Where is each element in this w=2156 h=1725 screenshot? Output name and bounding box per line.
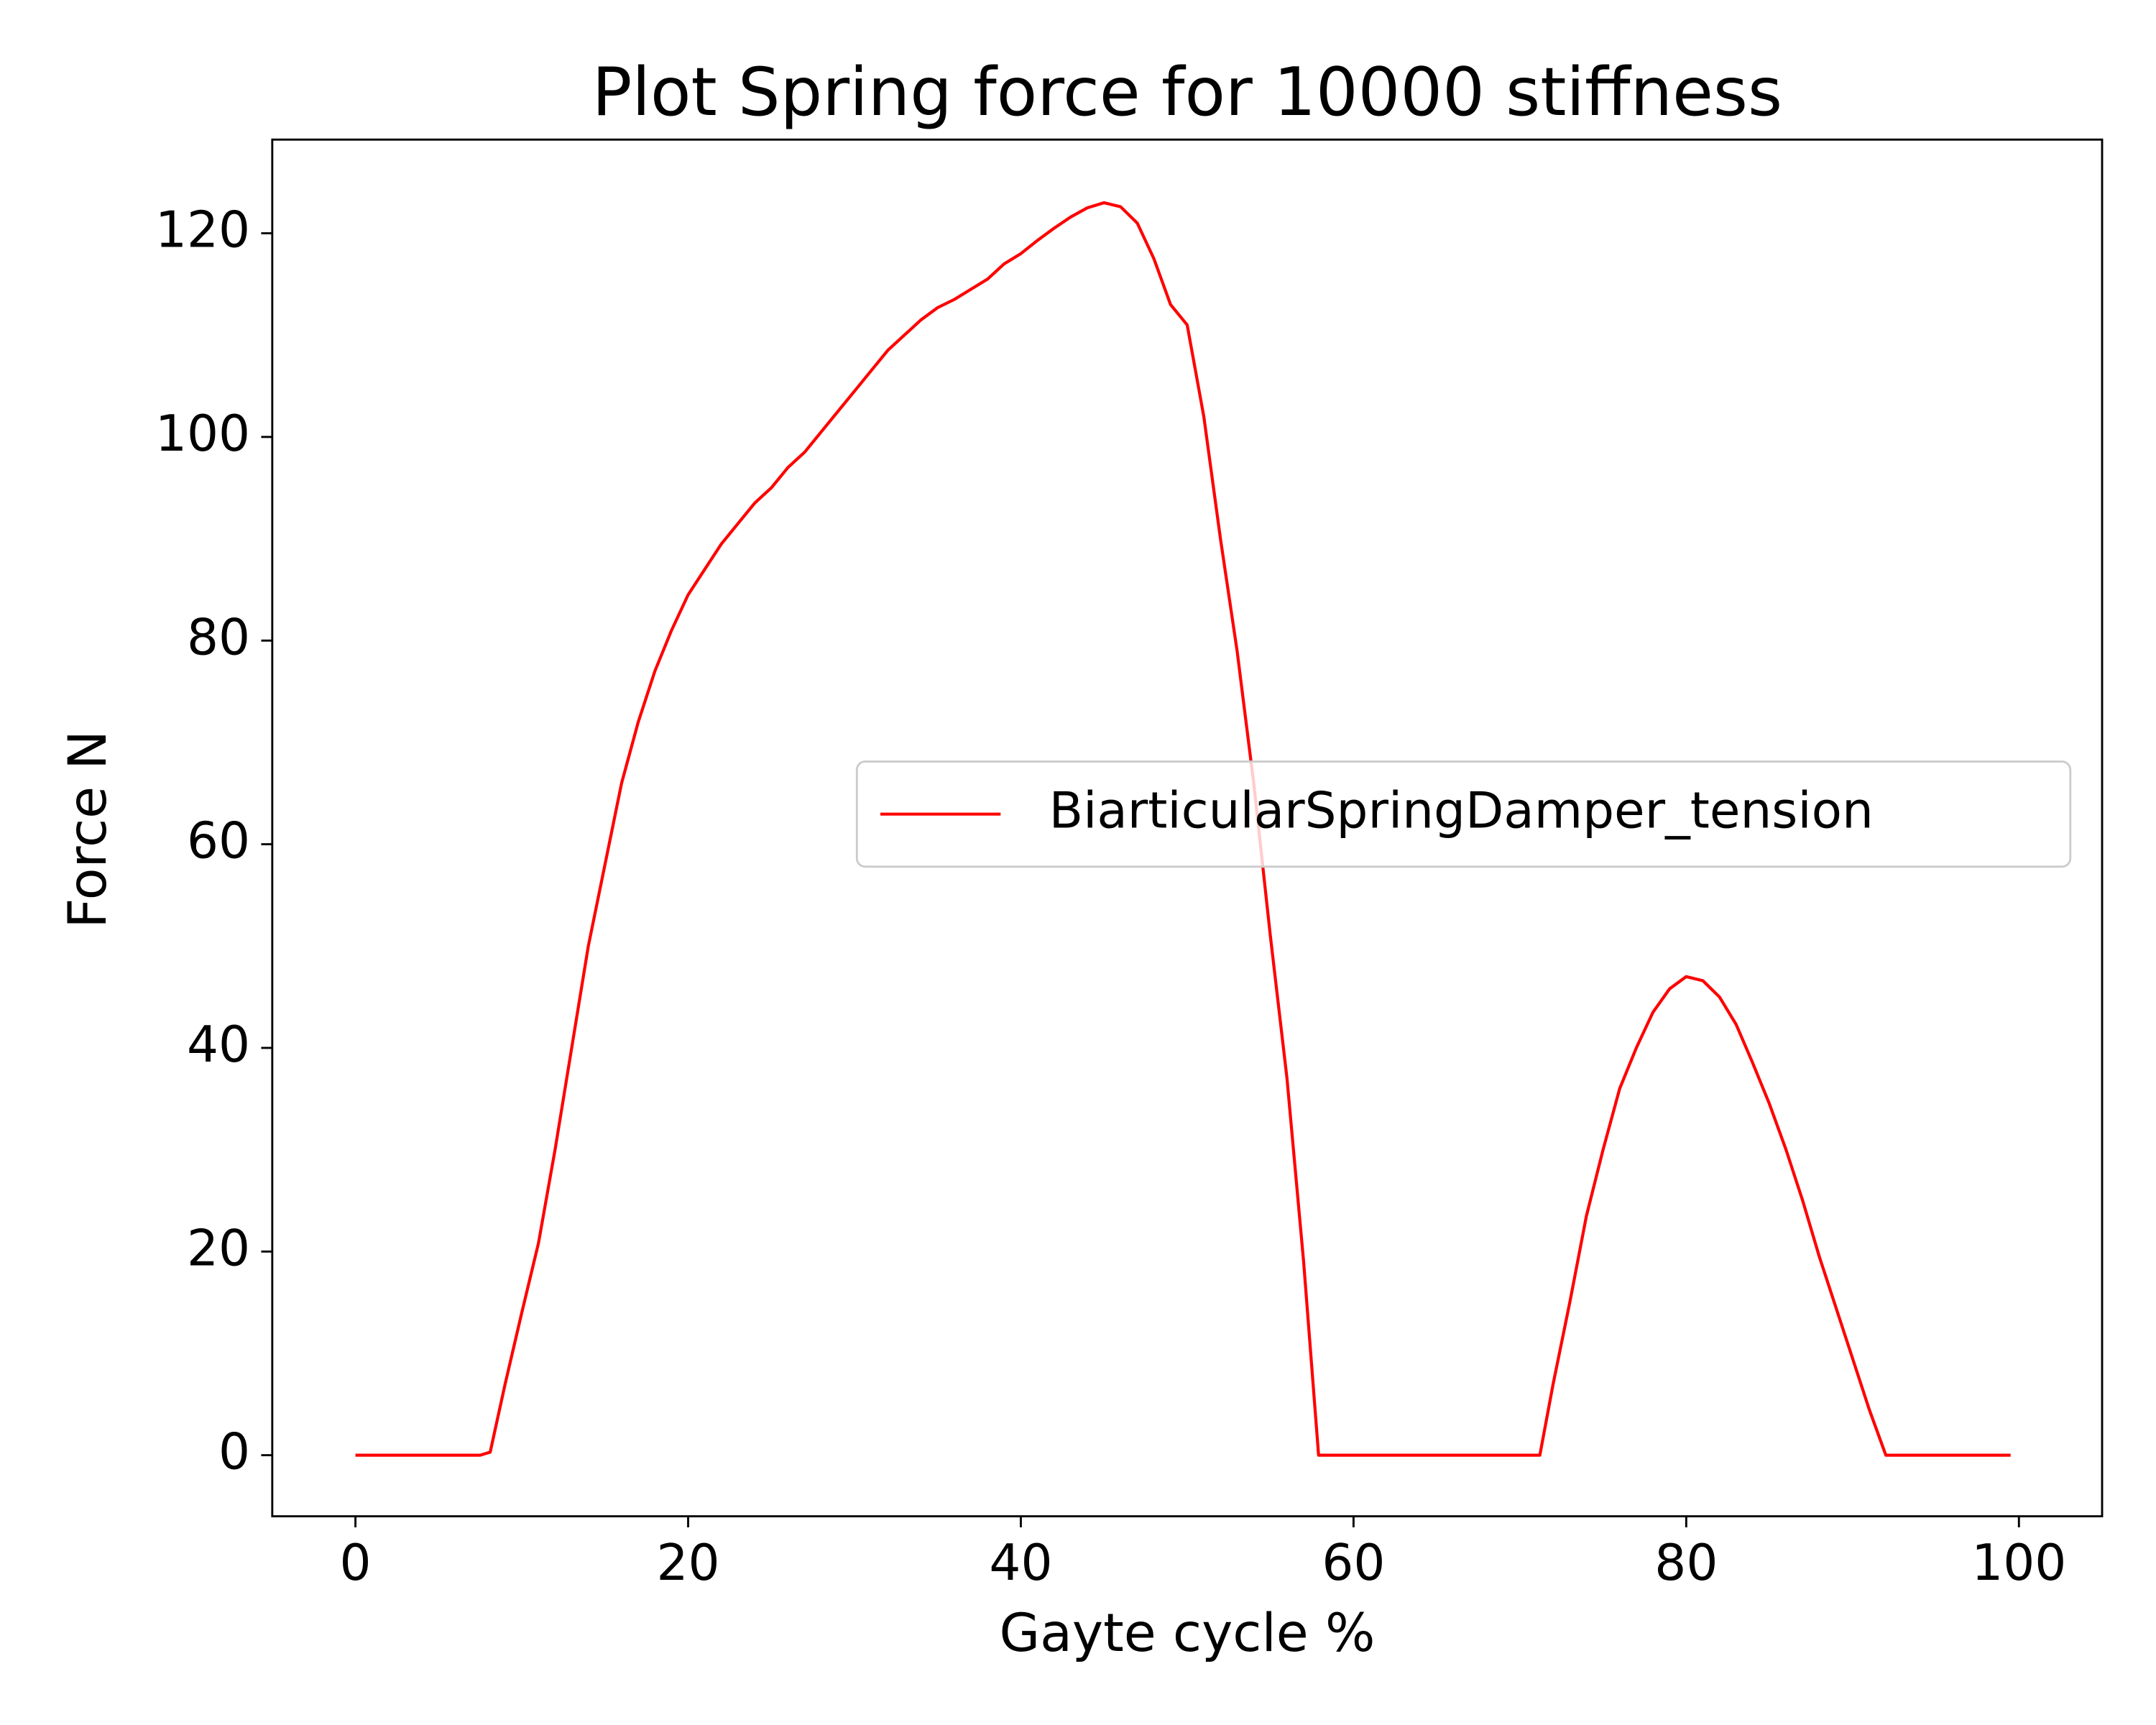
legend-box: [855, 760, 2072, 868]
x-tick-label: 60: [1322, 1535, 1385, 1592]
y-tick-label: 20: [187, 1220, 250, 1277]
legend-label: BiarticularSpringDamper_tension: [1049, 783, 1874, 840]
chart-title: Plot Spring force for 10000 stiffness: [592, 53, 1782, 131]
x-axis-label: Gayte cycle %: [999, 1603, 1375, 1664]
x-tick-label: 80: [1654, 1535, 1718, 1592]
y-tick-label: 0: [218, 1424, 250, 1481]
y-tick-label: 40: [187, 1016, 250, 1074]
x-tick-label: 0: [340, 1535, 372, 1592]
y-tick-label: 100: [155, 405, 250, 463]
x-tick-label: 20: [656, 1535, 719, 1592]
x-tick-label: 40: [989, 1535, 1052, 1592]
y-axis-label: Force N: [57, 730, 119, 929]
y-tick-label: 80: [187, 609, 250, 666]
x-tick-label: 100: [1971, 1535, 2066, 1592]
y-tick-label: 120: [155, 202, 250, 259]
plot-frame: [271, 138, 2104, 1518]
data-line: [355, 201, 2011, 1457]
y-tick-label: 60: [187, 813, 250, 870]
